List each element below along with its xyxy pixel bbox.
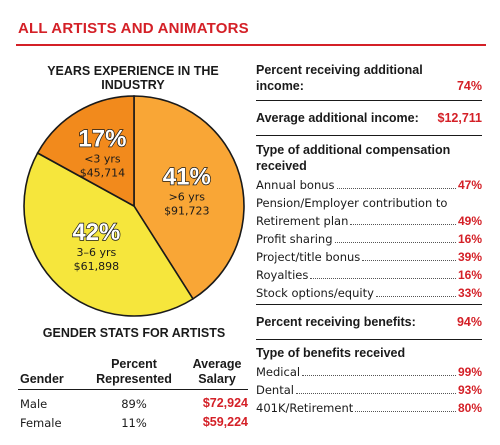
comp-value: 39%	[457, 250, 482, 264]
benefits-value: 94%	[456, 315, 482, 329]
dot-leader	[355, 411, 456, 412]
pie-slice-label: 3–6 yrs	[76, 246, 116, 259]
compensation-heading-2: received	[256, 159, 307, 173]
table-row-female-percent: 11%	[121, 416, 147, 430]
comp-value: 16%	[457, 232, 482, 246]
average-additional-income-value: $12,711	[437, 111, 483, 125]
comp-label: Stock options/equity	[256, 286, 374, 300]
dot-leader	[375, 296, 456, 297]
additional-income-row: income: 74%	[256, 78, 482, 94]
list-item-project-title-bonus: Project/title bonus 39%	[256, 248, 482, 266]
list-item-royalties: Royalties 16%	[256, 266, 482, 284]
list-item-medical: Medical 99%	[256, 363, 482, 381]
comp-value: 33%	[457, 286, 482, 300]
benefits-received-section: Type of benefits received Medical 99% Den…	[256, 340, 482, 417]
dot-leader	[302, 375, 456, 376]
benefits-heading: Type of benefits received	[256, 346, 406, 360]
dot-leader	[334, 242, 456, 243]
dot-leader	[310, 278, 456, 279]
salary-header-line1: Average	[192, 357, 242, 371]
additional-income-label: Percent receiving additional	[256, 63, 423, 77]
comp-label: Profit sharing	[256, 232, 333, 246]
comp-label: Annual bonus	[256, 178, 335, 192]
comp-value: 16%	[457, 268, 482, 282]
pie-slice-salary: $45,714	[80, 167, 126, 180]
benefit-label: Dental	[256, 383, 294, 397]
salary-header-line2: Salary	[198, 372, 236, 386]
comp-value: 49%	[457, 214, 482, 228]
comp-label: Retirement plan	[256, 214, 349, 228]
benefits-section: Percent receiving benefits: 94%	[256, 305, 482, 340]
salary-column-header: Average Salary	[186, 357, 248, 387]
average-additional-income-label: Average additional income:	[256, 111, 419, 125]
pie-percent-label: 42%	[72, 219, 120, 246]
pie-slice-label: <3 yrs	[84, 153, 121, 166]
table-row-male-percent: 89%	[121, 397, 147, 411]
compensation-stats-panel: Percent receiving additional income: 74%…	[256, 58, 482, 417]
percent-header-line2: Represented	[96, 372, 172, 386]
compensation-heading: Type of additional compensation	[256, 143, 451, 157]
pie-chart-title: YEARS EXPERIENCE IN THE INDUSTRY	[47, 64, 219, 92]
gender-table-rule	[18, 389, 248, 390]
pie-slice	[23, 151, 195, 317]
additional-compensation-section: Type of additional compensation received…	[256, 136, 482, 305]
benefit-value: 80%	[457, 401, 482, 415]
gender-column-header: Gender	[20, 372, 64, 386]
pie-percent-label: 17%	[78, 126, 126, 153]
pie-slice	[36, 95, 135, 208]
comp-label: Project/title bonus	[256, 250, 361, 264]
percent-header-line1: Percent	[111, 357, 157, 371]
list-item-retirement-plan: Retirement plan 49%	[256, 212, 482, 230]
average-additional-income-section: Average additional income: $12,711	[256, 101, 482, 136]
additional-income-value: 74%	[456, 79, 482, 93]
comp-value: 47%	[457, 178, 482, 192]
dot-leader	[362, 260, 456, 261]
gender-stats-title: GENDER STATS FOR ARTISTS	[42, 326, 226, 340]
list-item-stock-options: Stock options/equity 33%	[256, 284, 482, 302]
comp-label: Royalties	[256, 268, 309, 282]
pie-slice-salary: $91,723	[164, 205, 210, 218]
benefits-label: Percent receiving benefits:	[256, 315, 416, 329]
list-item-profit-sharing: Profit sharing 16%	[256, 230, 482, 248]
table-row-female-salary: $59,224	[202, 415, 248, 429]
dot-leader	[295, 393, 456, 394]
pie-percent-label: 41%	[163, 164, 211, 191]
benefit-label: 401K/Retirement	[256, 401, 354, 415]
table-row-male-salary: $72,924	[202, 396, 248, 410]
dot-leader	[350, 224, 456, 225]
list-item-dental: Dental 93%	[256, 381, 482, 399]
list-item-401k-retirement: 401K/Retirement 80%	[256, 399, 482, 417]
list-item-annual-bonus: Annual bonus 47%	[256, 176, 482, 194]
benefit-value: 93%	[457, 383, 482, 397]
dot-leader	[336, 188, 456, 189]
page-title: ALL ARTISTS AND ANIMATORS	[18, 20, 249, 37]
pie-slice-salary: $61,898	[74, 260, 120, 273]
benefit-label: Medical	[256, 365, 301, 379]
table-row-male-gender: Male	[20, 397, 48, 411]
additional-income-label-2: income:	[256, 79, 304, 93]
additional-income-section: Percent receiving additional income: 74%	[256, 58, 482, 101]
benefit-value: 99%	[457, 365, 482, 379]
experience-pie-chart: 41%>6 yrs$91,723 42%3–6 yrs$61,898 17%<3 y…	[23, 95, 245, 317]
table-row-female-gender: Female	[20, 416, 62, 430]
percent-column-header: Percent Represented	[88, 357, 180, 387]
list-item-pension-label: Pension/Employer contribution to	[256, 196, 448, 210]
pie-slice-label: >6 yrs	[169, 191, 206, 204]
title-divider	[16, 44, 486, 46]
